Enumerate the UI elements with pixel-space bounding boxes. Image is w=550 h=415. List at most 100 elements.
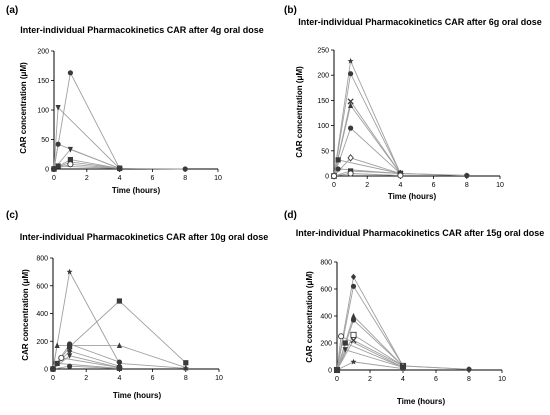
x-tick-label: 10 bbox=[498, 376, 506, 383]
series-line bbox=[53, 71, 186, 170]
data-point bbox=[335, 157, 341, 163]
data-point bbox=[116, 342, 122, 349]
data-point bbox=[397, 172, 404, 179]
data-point bbox=[350, 317, 357, 323]
data-point bbox=[342, 347, 348, 353]
data-point bbox=[55, 105, 61, 111]
y-axis-label: CAR concentration (μM) bbox=[305, 271, 314, 363]
series-line bbox=[333, 72, 467, 177]
y-tick-label: 50 bbox=[41, 137, 49, 144]
x-tick-label: 0 bbox=[332, 182, 336, 189]
y-tick-label: 0 bbox=[328, 368, 332, 375]
y-tick-label: 100 bbox=[317, 123, 329, 130]
y-tick-label: 400 bbox=[36, 311, 48, 318]
y-tick-label: 400 bbox=[320, 314, 332, 321]
x-tick-label: 6 bbox=[151, 375, 155, 382]
data-point bbox=[67, 161, 74, 168]
data-point bbox=[116, 298, 122, 304]
panel-d: (d) Inter-individual Pharmacokinetics CA… bbox=[284, 210, 544, 406]
axes: 0 2 4 6 8 10 0 200 400 600 800 bbox=[36, 256, 223, 383]
y-tick-label: 50 bbox=[321, 148, 329, 155]
y-tick-label: 250 bbox=[317, 48, 329, 55]
panel-label: (a) bbox=[6, 5, 18, 16]
y-tick-label: 800 bbox=[320, 260, 332, 267]
y-tick-label: 150 bbox=[317, 98, 329, 105]
data-point bbox=[347, 170, 354, 177]
data-point bbox=[347, 154, 354, 162]
y-tick-label: 0 bbox=[325, 174, 329, 181]
panel-a: (a) Inter-individual Pharmacokinetics CA… bbox=[6, 5, 264, 195]
data-marks bbox=[330, 57, 470, 180]
data-point bbox=[347, 98, 354, 105]
data-point bbox=[55, 141, 61, 147]
panel-label: (d) bbox=[284, 210, 297, 221]
data-point bbox=[54, 342, 60, 349]
data-marks bbox=[50, 70, 188, 173]
data-point bbox=[350, 273, 357, 280]
chart-title: Inter-individual Pharmacokinetics CAR af… bbox=[296, 228, 545, 238]
data-point bbox=[342, 340, 348, 346]
data-point bbox=[116, 365, 122, 372]
data-marks bbox=[333, 273, 472, 374]
y-tick-label: 200 bbox=[37, 49, 49, 56]
x-tick-label: 2 bbox=[368, 376, 372, 383]
data-point bbox=[348, 71, 354, 77]
x-tick-label: 8 bbox=[467, 376, 471, 383]
panel-b: (b) Inter-individual Pharmacokinetics CA… bbox=[284, 5, 542, 201]
x-tick-label: 2 bbox=[365, 182, 369, 189]
data-point bbox=[67, 353, 73, 359]
x-tick-label: 6 bbox=[432, 182, 436, 189]
data-point bbox=[67, 341, 73, 347]
data-point bbox=[399, 365, 407, 372]
data-point bbox=[350, 331, 357, 338]
x-tick-label: 8 bbox=[183, 175, 187, 182]
chart-title: Inter-individual Pharmacokinetics CAR af… bbox=[298, 17, 542, 27]
data-point bbox=[348, 125, 354, 131]
data-point bbox=[67, 70, 73, 76]
panel-label: (c) bbox=[6, 210, 18, 221]
x-tick-label: 0 bbox=[52, 175, 56, 182]
series-line bbox=[333, 159, 401, 177]
x-tick-label: 8 bbox=[465, 182, 469, 189]
data-point bbox=[350, 358, 357, 365]
data-point bbox=[67, 347, 73, 355]
x-axis-label: Time (hours) bbox=[388, 192, 437, 201]
y-tick-label: 100 bbox=[37, 108, 49, 115]
x-tick-label: 4 bbox=[398, 182, 402, 189]
series-line bbox=[52, 270, 186, 370]
y-tick-label: 0 bbox=[45, 167, 49, 174]
y-tick-label: 200 bbox=[317, 73, 329, 80]
x-tick-label: 4 bbox=[401, 376, 405, 383]
x-tick-label: 0 bbox=[335, 376, 339, 383]
data-point bbox=[66, 268, 73, 275]
y-tick-label: 600 bbox=[36, 283, 48, 290]
data-point bbox=[335, 166, 341, 172]
x-tick-label: 10 bbox=[496, 182, 504, 189]
y-tick-label: 800 bbox=[36, 256, 48, 263]
x-tick-label: 10 bbox=[214, 175, 222, 182]
data-point bbox=[58, 354, 65, 361]
y-tick-label: 0 bbox=[44, 367, 48, 374]
y-tick-label: 200 bbox=[320, 341, 332, 348]
data-point bbox=[67, 146, 73, 153]
y-axis-label: CAR concentration (μM) bbox=[19, 62, 28, 154]
data-point bbox=[55, 163, 61, 169]
data-point bbox=[117, 165, 123, 172]
x-axis-label: Time (hours) bbox=[397, 397, 446, 406]
x-tick-label: 0 bbox=[51, 375, 55, 382]
x-tick-label: 4 bbox=[117, 375, 121, 382]
data-point bbox=[464, 172, 470, 179]
y-tick-label: 150 bbox=[37, 78, 49, 85]
data-point bbox=[51, 166, 57, 172]
x-tick-label: 6 bbox=[434, 376, 438, 383]
y-axis-label: CAR concentration (μM) bbox=[21, 269, 30, 361]
data-point bbox=[466, 366, 472, 372]
data-point bbox=[338, 333, 345, 340]
data-point bbox=[183, 360, 189, 366]
x-axis-label: Time (hours) bbox=[112, 186, 161, 195]
data-point bbox=[183, 364, 189, 371]
data-point bbox=[182, 166, 188, 172]
y-tick-label: 600 bbox=[320, 287, 332, 294]
